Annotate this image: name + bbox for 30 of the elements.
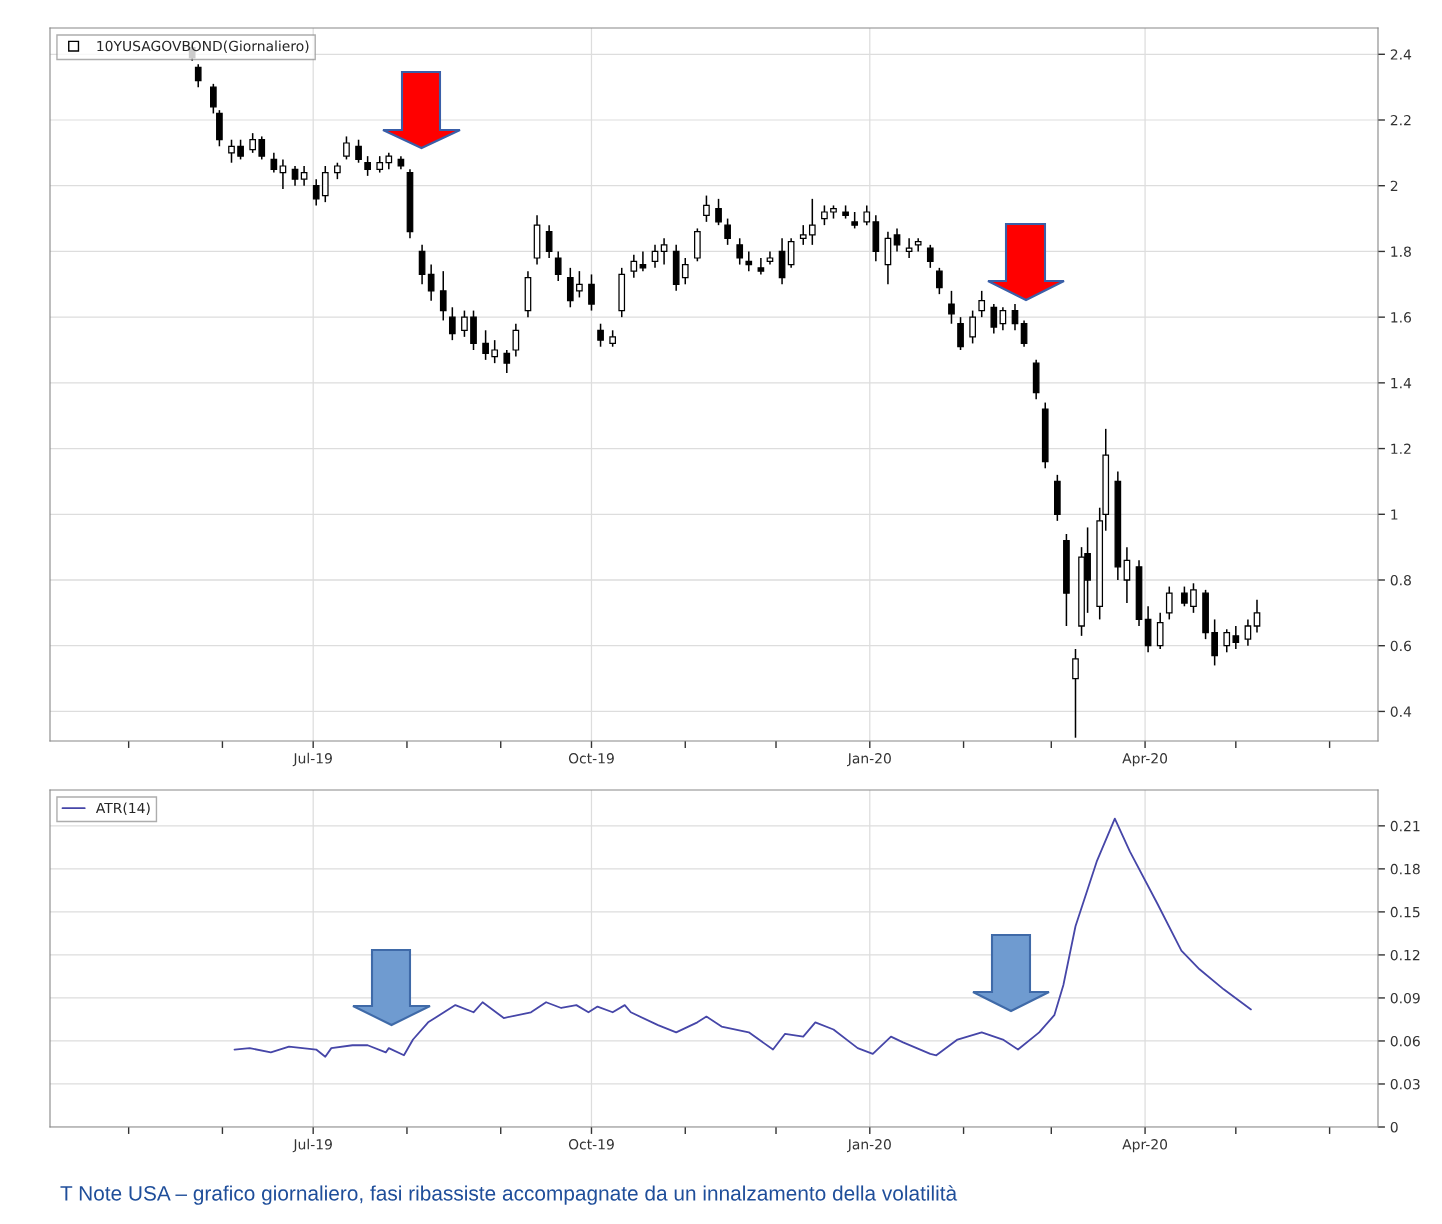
y-tick-label: 1.6: [1391, 312, 1412, 323]
y-tick-label: 0.03: [1390, 1078, 1420, 1090]
y-tick-label: 2.4: [1390, 49, 1412, 60]
y-tick-label: 0.21: [1390, 820, 1420, 832]
y-tick-label: 1.2: [1391, 443, 1411, 454]
x-tick-label: Jul-19: [292, 752, 332, 767]
y-tick-label: 0.09: [1390, 992, 1420, 1004]
x-tick-label: Jan-20: [847, 753, 891, 767]
x-tick-label: Oct-19: [568, 1139, 614, 1150]
x-tick-label: Apr-20: [1122, 753, 1168, 767]
text: T Note USA – grafico giornaliero, fasi ribassiste accompagnate da un innalzamento della volatilità: [60, 1185, 958, 1205]
y-tick-label: 1: [1391, 509, 1398, 520]
y-tick-label: 0.6: [1390, 640, 1412, 652]
y-tick-label: 1.8: [1391, 246, 1411, 257]
y-tick-label: 0.18: [1390, 863, 1420, 875]
x-tick-label: Jul-19: [292, 1138, 332, 1153]
x-tick-label: Jan-20: [847, 1139, 891, 1153]
y-tick-label: 0.8: [1390, 574, 1411, 586]
y-tick-label: 0.06: [1390, 1035, 1420, 1047]
legend-label: 10YUSAGOVBOND(Giornaliero): [97, 40, 309, 53]
x-tick-label: Oct-19: [568, 753, 614, 764]
y-tick-label: 0.15: [1390, 906, 1420, 918]
y-tick-label: 2.2: [1390, 114, 1411, 126]
y-tick-label: 0.4: [1390, 706, 1412, 717]
y-tick-label: 1.4: [1391, 378, 1412, 389]
y-tick-label: 0.12: [1390, 949, 1420, 961]
x-tick-label: Apr-20: [1122, 1139, 1168, 1153]
y-tick-label: 2: [1390, 180, 1398, 191]
legend-label: ATR(14): [95, 802, 150, 815]
y-tick-label: 0: [1390, 1121, 1398, 1133]
